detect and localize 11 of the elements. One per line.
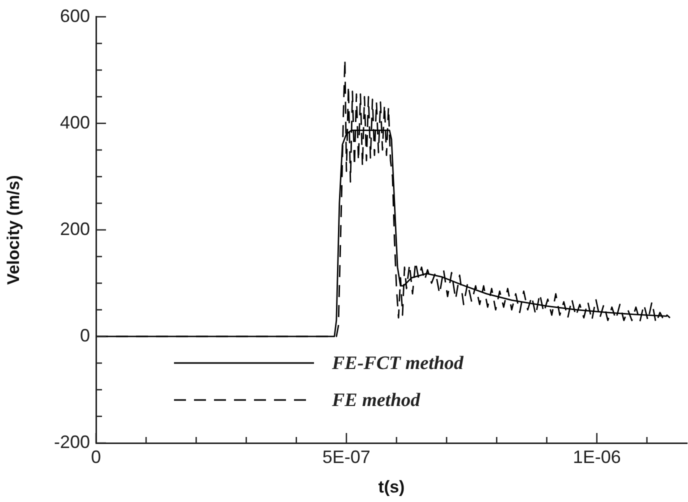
y-axis-title: Velocity (m/s) <box>4 175 23 285</box>
y-tick-label: 0 <box>80 325 90 346</box>
series-label: FE-FCT method <box>331 352 464 374</box>
y-tick-label: 400 <box>60 112 90 132</box>
y-tick-label: 600 <box>60 6 90 26</box>
x-tick-label: 5E-07 <box>322 446 370 467</box>
x-tick-label: 1E-06 <box>572 446 621 467</box>
y-tick-label: 200 <box>60 218 90 239</box>
y-tick-label: -200 <box>54 432 90 452</box>
x-axis-title: t(s) <box>378 477 405 496</box>
text: FE method <box>331 390 421 411</box>
